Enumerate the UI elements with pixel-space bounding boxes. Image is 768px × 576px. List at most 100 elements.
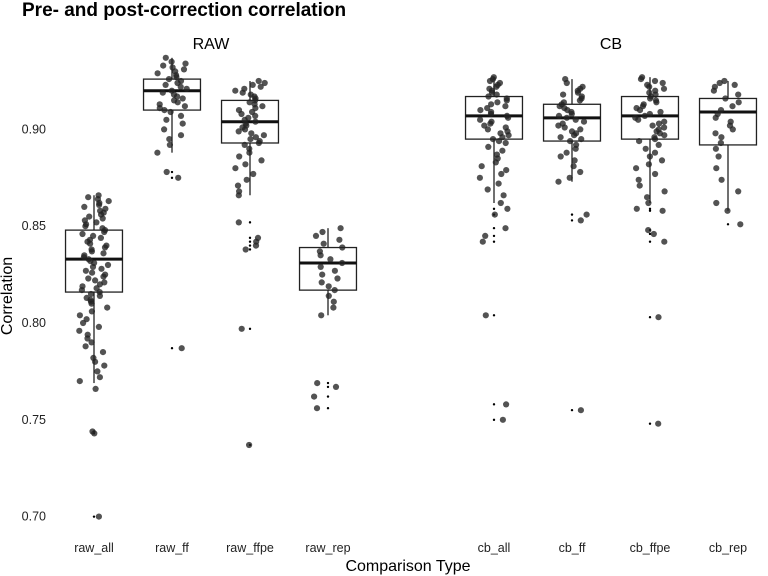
x-tick-label: cb_all (478, 541, 511, 555)
data-point (104, 304, 111, 311)
data-point (636, 182, 643, 189)
x-tick-label: raw_ff (155, 541, 189, 555)
outlier-point (326, 381, 330, 385)
data-point (505, 114, 512, 121)
outlier-point (492, 240, 496, 243)
data-point (641, 112, 648, 119)
outlier-point (248, 327, 252, 331)
data-point (82, 223, 89, 230)
data-point (84, 335, 91, 342)
facets: RAW raw_all raw_ff raw_ffpe raw_rep CB cb_all c… (64, 36, 758, 555)
facet-label: CB (600, 36, 622, 53)
data-point (247, 136, 254, 143)
data-point (482, 232, 489, 239)
data-point (95, 323, 102, 330)
data-point (661, 188, 668, 195)
data-point (250, 170, 257, 178)
data-point (560, 91, 567, 98)
data-point (89, 263, 97, 270)
data-point (659, 207, 666, 214)
data-point (318, 312, 325, 319)
data-point (577, 126, 584, 133)
data-point (737, 221, 744, 228)
data-point (159, 89, 166, 96)
outlier-point (492, 418, 496, 422)
data-point (655, 120, 663, 127)
data-point (649, 122, 656, 129)
data-point (646, 110, 653, 118)
data-point (166, 141, 173, 148)
data-point (234, 182, 242, 189)
data-point (576, 97, 584, 104)
outlier-point (648, 422, 652, 425)
data-point (246, 149, 253, 156)
data-point (259, 103, 266, 110)
data-point (555, 112, 563, 119)
data-point (566, 174, 573, 181)
data-point (235, 219, 242, 226)
data-point (735, 99, 742, 106)
data-point (92, 385, 99, 392)
data-point (735, 188, 742, 195)
data-point (81, 203, 88, 210)
data-point (651, 149, 659, 156)
data-point (238, 325, 245, 332)
outlier-point (248, 221, 252, 224)
data-point (249, 81, 256, 88)
data-point (655, 141, 662, 148)
data-point (556, 103, 563, 110)
data-point (252, 112, 259, 119)
box-group-raw_all: raw_all (64, 192, 124, 555)
data-point (563, 79, 570, 87)
data-point (78, 287, 85, 294)
data-point (555, 122, 562, 129)
data-point (99, 349, 107, 356)
data-point (255, 139, 262, 147)
data-point (645, 161, 653, 168)
data-point (311, 393, 318, 400)
data-point (499, 416, 506, 423)
box-group-cb_ff: cb_ff (542, 76, 602, 555)
data-point (492, 159, 499, 166)
data-point (160, 62, 167, 69)
data-point (252, 134, 259, 141)
data-point (88, 308, 95, 315)
box-group-raw_rep: raw_rep (298, 225, 358, 555)
data-point (487, 110, 495, 118)
data-point (574, 89, 582, 96)
data-point (317, 263, 324, 270)
data-point (503, 167, 510, 174)
x-tick-label: cb_ff (559, 541, 586, 555)
data-point (261, 79, 268, 87)
data-point (96, 201, 103, 208)
data-point (76, 327, 83, 334)
box-group-raw_ff: raw_ff (142, 54, 202, 555)
y-tick-label: 0.70 (22, 510, 46, 524)
x-tick-label: raw_all (74, 541, 114, 555)
data-point (99, 215, 106, 222)
data-point (503, 97, 510, 104)
data-point (242, 161, 249, 168)
data-point (498, 170, 505, 178)
data-point (502, 139, 509, 147)
data-point (161, 107, 168, 114)
data-point (337, 225, 344, 232)
facet-label: RAW (193, 36, 231, 53)
data-point (243, 176, 250, 183)
data-point (661, 124, 668, 131)
data-point (716, 79, 723, 87)
data-point (735, 91, 742, 98)
data-point (100, 250, 107, 257)
data-point (577, 217, 584, 224)
data-point (476, 174, 483, 181)
data-point (712, 145, 720, 152)
outlier-point (492, 207, 496, 211)
data-point (482, 312, 489, 319)
data-point (633, 165, 640, 172)
data-point (713, 165, 720, 172)
data-point (485, 143, 492, 150)
data-point (183, 85, 190, 92)
data-point (493, 91, 500, 98)
data-point (76, 312, 83, 319)
